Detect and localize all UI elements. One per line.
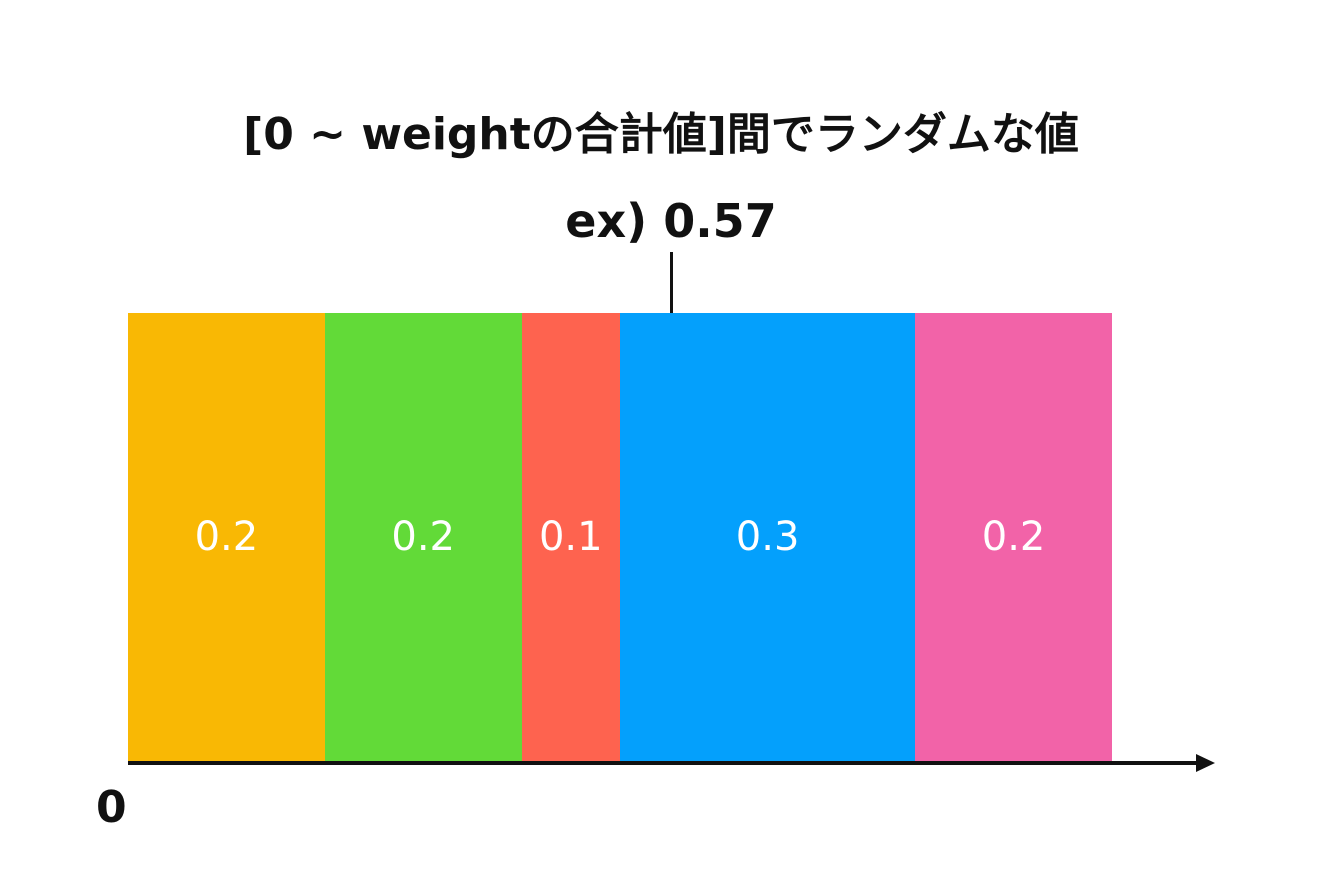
- weight-segment-label: 0.3: [735, 514, 800, 560]
- weight-segment-1: 0.2: [128, 313, 325, 761]
- axis-arrow-head: [1196, 754, 1215, 772]
- weight-segment-label: 0.1: [538, 514, 603, 560]
- weight-segment-3: 0.1: [521, 313, 620, 761]
- weight-segment-5: 0.2: [915, 313, 1112, 761]
- axis-origin-label: 0: [96, 782, 127, 833]
- weight-segment-label: 0.2: [391, 514, 455, 560]
- weight-segment-label: 0.2: [194, 514, 259, 560]
- axis-line: [128, 761, 1200, 765]
- diagram-title: [0 ~ weightの合計値]間でランダムな値: [243, 109, 1079, 160]
- example-value-label: ex) 0.57: [565, 194, 777, 248]
- weight-segment-4: 0.3: [620, 313, 916, 761]
- weight-segments: 0.2 0.2 0.1 0.3 0.2: [128, 313, 1112, 761]
- weight-segment-label: 0.2: [981, 514, 1046, 560]
- weight-segment-2: 0.2: [324, 313, 522, 761]
